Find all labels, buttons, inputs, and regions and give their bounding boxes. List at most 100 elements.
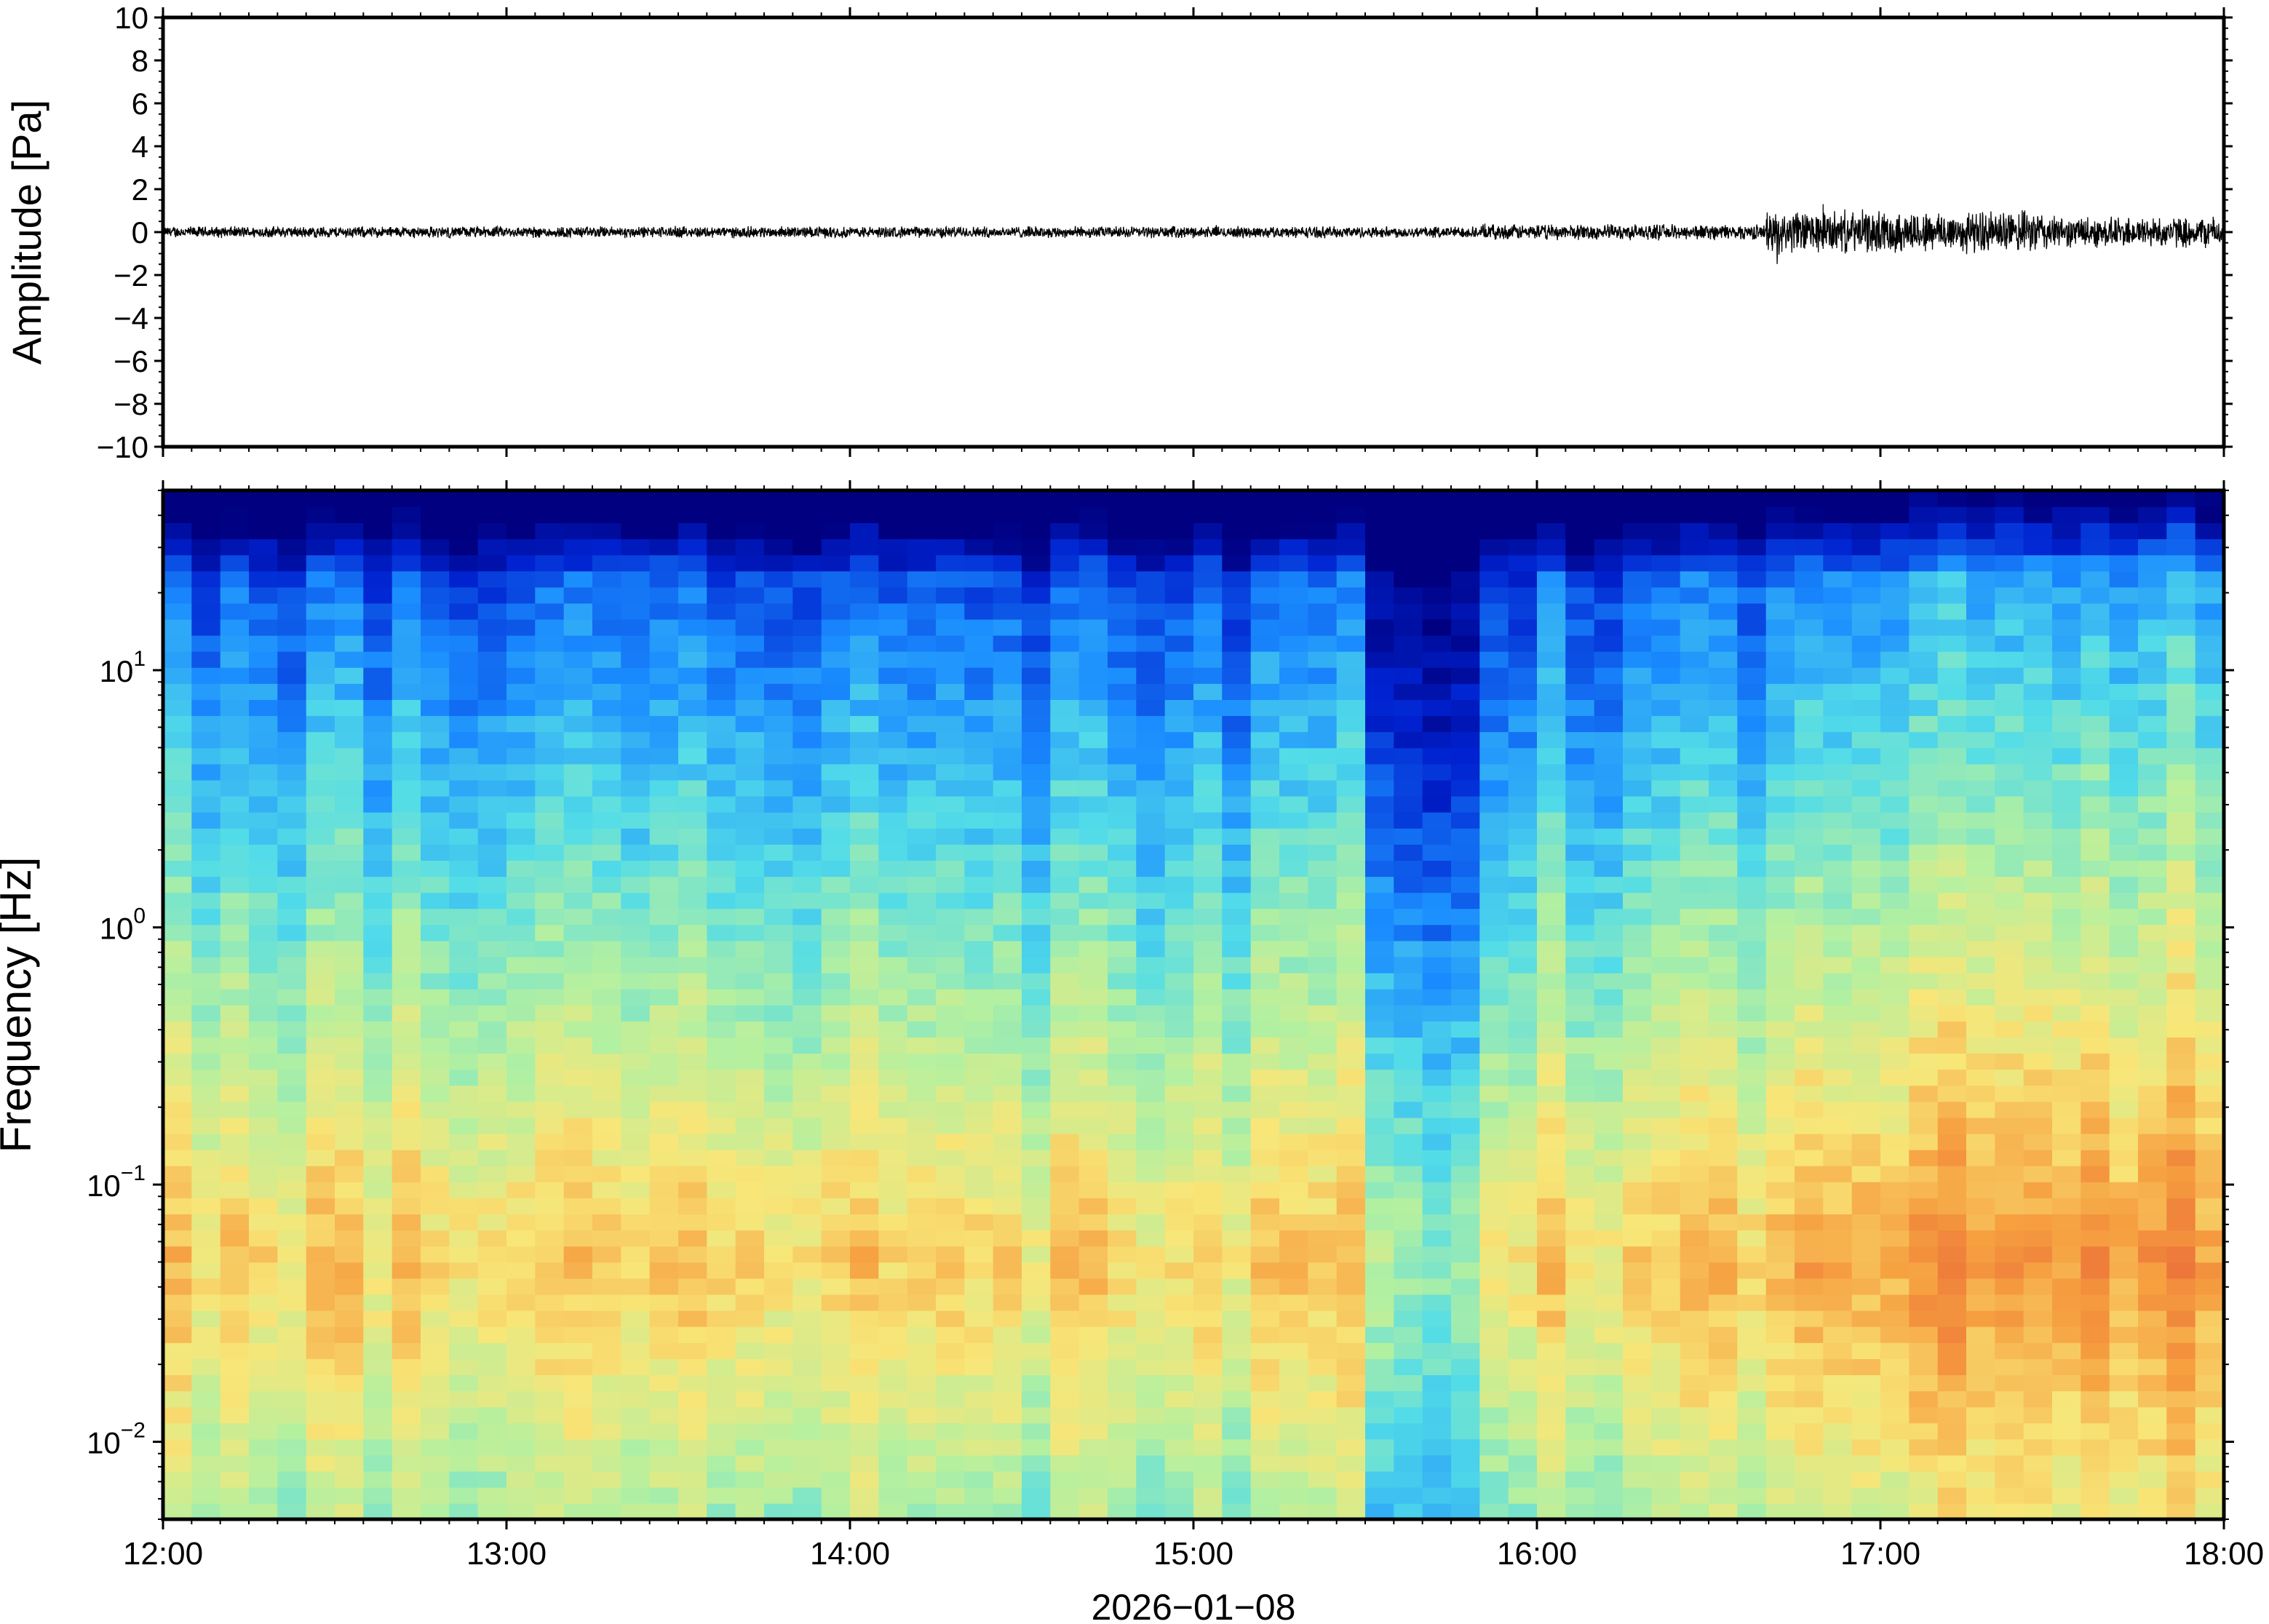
- spectrogram-cell: [2081, 1133, 2110, 1150]
- spectrogram-cell: [306, 1005, 335, 1022]
- spectrogram-cell: [592, 988, 622, 1006]
- spectrogram-cell: [735, 1278, 765, 1295]
- spectrogram-cell: [449, 1117, 479, 1134]
- spectrogram-cell: [764, 1101, 794, 1118]
- spectrogram-cell: [1422, 506, 1452, 523]
- spectrogram-cell: [1222, 779, 1252, 797]
- spectrogram-cell: [163, 1101, 193, 1118]
- spectrogram-cell: [249, 1053, 279, 1070]
- spectrogram-cell: [506, 506, 536, 523]
- spectrogram-cell: [1422, 1214, 1452, 1231]
- spectrogram-cell: [249, 618, 279, 636]
- spectrogram-cell: [1394, 779, 1423, 797]
- spectrogram-cell: [220, 650, 250, 668]
- spectrogram-cell: [1108, 634, 1137, 652]
- spectrogram-cell: [850, 779, 880, 797]
- spectrogram-cell: [964, 1037, 994, 1054]
- spectrogram-cell: [1909, 892, 1939, 909]
- spectrogram-cell: [850, 763, 880, 781]
- spectrogram-cell: [306, 1214, 335, 1231]
- spectrogram-cell: [821, 1278, 851, 1295]
- spectrogram-cell: [421, 683, 450, 700]
- spectrogram-cell: [821, 667, 851, 684]
- spectrogram-cell: [1537, 650, 1567, 668]
- spectrogram-cell: [363, 1117, 393, 1134]
- spectrogram-cell: [1680, 1502, 1709, 1520]
- spectrogram-cell: [1680, 1069, 1709, 1086]
- spectrogram-cell: [191, 1005, 221, 1022]
- spectrogram-cell: [792, 972, 822, 990]
- spectrogram-cell: [1279, 1085, 1309, 1102]
- spectrogram-cell: [1050, 811, 1080, 829]
- spectrogram-cell: [2081, 1470, 2110, 1488]
- spectrogram-cell: [1136, 924, 1166, 942]
- spectrogram-cell: [792, 570, 822, 588]
- spectrogram-cell: [191, 1021, 221, 1038]
- spectrogram-cell: [764, 1294, 794, 1311]
- spectrogram-cell: [1651, 602, 1681, 620]
- spectrogram-cell: [1108, 1294, 1137, 1311]
- spectrogram-cell: [649, 1053, 679, 1070]
- spectrogram-cell: [1250, 1422, 1280, 1440]
- spectrogram-cell: [2081, 506, 2110, 523]
- spectrogram-cell: [1336, 554, 1366, 572]
- spectrogram-cell: [707, 1502, 736, 1520]
- spectrogram-cell: [850, 892, 880, 909]
- spectrogram-cell: [163, 1021, 193, 1038]
- spectrogram-cell: [1537, 1133, 1567, 1150]
- spectrogram-cell: [2138, 908, 2168, 926]
- spectrogram-cell: [1909, 667, 1939, 684]
- spectrogram-cell: [1680, 1037, 1709, 1054]
- spectrogram-cell: [535, 602, 565, 620]
- spectrogram-cell: [1537, 988, 1567, 1006]
- spectrogram-cell: [792, 956, 822, 974]
- spectrogram-cell: [821, 972, 851, 990]
- spectrogram-cell: [1308, 1422, 1338, 1440]
- spectrogram-cell: [1308, 506, 1338, 523]
- spectrogram-cell: [1709, 490, 1738, 507]
- spectrogram-cell: [735, 602, 765, 620]
- spectrogram-cell: [792, 924, 822, 942]
- spectrogram-cell: [1336, 1053, 1366, 1070]
- spectrogram-cell: [277, 683, 307, 700]
- spectrogram-cell: [735, 570, 765, 588]
- spectrogram-cell: [306, 1406, 335, 1424]
- spectrogram-cell: [2023, 731, 2053, 749]
- spectrogram-cell: [2195, 1165, 2225, 1182]
- spectrogram-cell: [1709, 1037, 1738, 1054]
- spectrogram-cell: [1594, 1005, 1624, 1022]
- spectrogram-cell: [1651, 1069, 1681, 1086]
- spectrogram-cell: [1508, 1358, 1538, 1375]
- spectrogram-cell: [1451, 1021, 1481, 1038]
- spectrogram-cell: [1250, 731, 1280, 749]
- spectrogram-cell: [363, 924, 393, 942]
- spectrogram-cell: [1193, 586, 1223, 604]
- spectrogram-cell: [1851, 892, 1881, 909]
- spectrogram-cell: [850, 1246, 880, 1263]
- spectrogram-cell: [1995, 699, 2024, 717]
- spectrogram-cell: [1222, 1502, 1252, 1520]
- spectrogram-cell: [1537, 811, 1567, 829]
- spectrogram-cell: [2138, 1053, 2168, 1070]
- spectrogram-cell: [1394, 1358, 1423, 1375]
- spectrogram-cell: [421, 1294, 450, 1311]
- spectrogram-cell: [1795, 1342, 1824, 1359]
- spectrogram-cell: [1565, 876, 1595, 893]
- spectrogram-cell: [449, 1374, 479, 1392]
- spectrogram-cell: [563, 1117, 593, 1134]
- spectrogram-cell: [1078, 1117, 1108, 1134]
- spectrogram-cell: [2109, 1214, 2139, 1231]
- spectrogram-cell: [964, 1214, 994, 1231]
- spectrogram-cell: [1537, 747, 1567, 765]
- spectrogram-cell: [1937, 924, 1967, 942]
- spectrogram-cell: [1737, 1502, 1767, 1520]
- spectrogram-cell: [735, 1454, 765, 1472]
- spectrogram-cell: [1966, 1454, 1996, 1472]
- spectrogram-cell: [306, 1230, 335, 1247]
- spectrogram-cell: [2081, 908, 2110, 926]
- spectrogram-cell: [1136, 731, 1166, 749]
- spectrogram-cell: [506, 522, 536, 540]
- spectrogram-cell: [678, 795, 708, 813]
- spectrogram-cell: [821, 1246, 851, 1263]
- spectrogram-cell: [1050, 731, 1080, 749]
